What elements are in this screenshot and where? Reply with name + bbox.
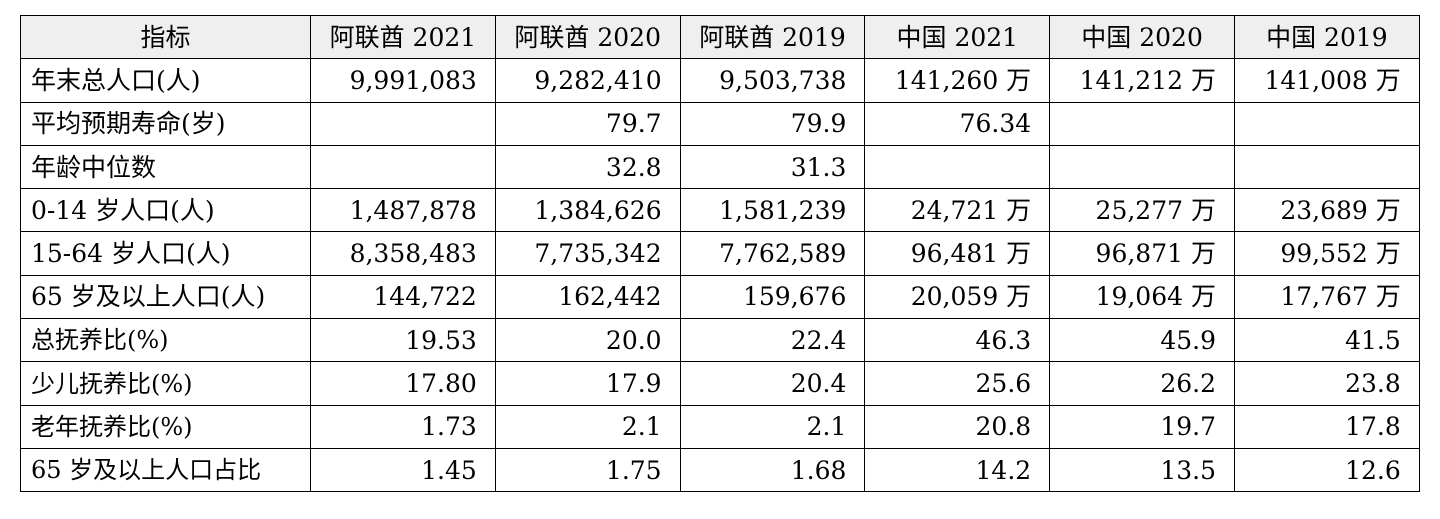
cell-uae-2020: 20.0: [494, 318, 681, 363]
cell-uae-2020: 7,735,342: [494, 231, 681, 276]
table-body: 年末总人口(人) 9,991,083 9,282,410 9,503,738 141,2…: [20, 58, 1420, 493]
table-row: 15-64 岁人口(人) 8,358,483 7,735,342 7,762,589 9…: [20, 231, 1420, 276]
cell-china-2021: 20,059 万: [864, 274, 1051, 320]
cell-uae-2019: 79.9: [679, 101, 866, 146]
cell-uae-2019: 9,503,738: [679, 58, 866, 103]
cell-uae-2019: 1.68: [679, 447, 866, 493]
row-label: 老年抚养比(%): [20, 404, 311, 449]
cell-uae-2021: [310, 101, 496, 146]
cell-china-2020: 26.2: [1049, 361, 1235, 406]
cell-uae-2021: [310, 144, 496, 190]
cell-uae-2020: 9,282,410: [494, 58, 681, 103]
cell-uae-2021: 17.80: [310, 361, 496, 406]
cell-uae-2019: 159,676: [679, 274, 866, 320]
row-label: 总抚养比(%): [20, 318, 311, 363]
row-label: 平均预期寿命(岁): [20, 101, 311, 146]
table-row: 65 岁及以上人口(人) 144,722 162,442 159,676 20,059 …: [20, 274, 1420, 320]
cell-china-2021: 20.8: [864, 404, 1051, 449]
row-label: 年末总人口(人): [20, 58, 311, 103]
cell-uae-2020: 2.1: [494, 404, 681, 449]
cell-china-2020: [1049, 101, 1235, 146]
header-indicator: 指标: [20, 14, 311, 60]
row-label: 少儿抚养比(%): [20, 361, 311, 406]
cell-uae-2021: 1.73: [310, 404, 496, 449]
cell-uae-2021: 9,991,083: [310, 58, 496, 103]
cell-china-2021: 96,481 万: [864, 231, 1051, 276]
header-china-2019: 中国 2019: [1233, 14, 1420, 60]
cell-china-2019: [1233, 144, 1420, 190]
cell-china-2021: 46.3: [864, 318, 1051, 363]
cell-uae-2019: 7,762,589: [679, 231, 866, 276]
header-uae-2020: 阿联酋 2020: [494, 14, 681, 60]
cell-uae-2020: 79.7: [494, 101, 681, 146]
cell-china-2020: 19,064 万: [1049, 274, 1235, 320]
table-row: 0-14 岁人口(人) 1,487,878 1,384,626 1,581,239 24…: [20, 188, 1420, 233]
cell-uae-2021: 8,358,483: [310, 231, 496, 276]
cell-china-2020: 25,277 万: [1049, 188, 1235, 233]
cell-china-2019: 17.8: [1233, 404, 1420, 449]
cell-china-2020: 19.7: [1049, 404, 1235, 449]
cell-china-2019: 41.5: [1233, 318, 1420, 363]
row-label: 65 岁及以上人口(人): [20, 274, 311, 320]
row-label: 65 岁及以上人口占比: [20, 447, 311, 493]
row-label: 15-64 岁人口(人): [20, 231, 311, 276]
cell-uae-2020: 1,384,626: [494, 188, 681, 233]
table-row: 年末总人口(人) 9,991,083 9,282,410 9,503,738 141,2…: [20, 58, 1420, 103]
cell-uae-2020: 162,442: [494, 274, 681, 320]
cell-china-2019: 12.6: [1233, 447, 1420, 493]
cell-china-2019: 23,689 万: [1233, 188, 1420, 233]
cell-china-2019: 99,552 万: [1233, 231, 1420, 276]
cell-uae-2019: 2.1: [679, 404, 866, 449]
cell-china-2021: 25.6: [864, 361, 1051, 406]
cell-china-2019: [1233, 101, 1420, 146]
table-row: 总抚养比(%) 19.53 20.0 22.4 46.3 45.9 41.5: [20, 318, 1420, 363]
header-china-2020: 中国 2020: [1049, 14, 1235, 60]
cell-china-2019: 23.8: [1233, 361, 1420, 406]
cell-uae-2021: 1,487,878: [310, 188, 496, 233]
cell-uae-2021: 1.45: [310, 447, 496, 493]
cell-china-2019: 141,008 万: [1233, 58, 1420, 103]
table-header: 指标 阿联酋 2021 阿联酋 2020 阿联酋 2019 中国 2021 中国…: [20, 14, 1420, 60]
table-row: 老年抚养比(%) 1.73 2.1 2.1 20.8 19.7 17.8: [20, 404, 1420, 449]
cell-china-2021: [864, 144, 1051, 190]
row-label: 年龄中位数: [20, 144, 311, 190]
cell-uae-2019: 20.4: [679, 361, 866, 406]
header-row: 指标 阿联酋 2021 阿联酋 2020 阿联酋 2019 中国 2021 中国…: [20, 14, 1420, 60]
cell-china-2021: 14.2: [864, 447, 1051, 493]
table-row: 平均预期寿命(岁) 79.7 79.9 76.34: [20, 101, 1420, 146]
header-china-2021: 中国 2021: [864, 14, 1051, 60]
cell-uae-2021: 144,722: [310, 274, 496, 320]
table-row: 年龄中位数 32.8 31.3: [20, 144, 1420, 190]
cell-uae-2019: 31.3: [679, 144, 866, 190]
cell-china-2020: 45.9: [1049, 318, 1235, 363]
cell-china-2020: [1049, 144, 1235, 190]
population-comparison-table: 指标 阿联酋 2021 阿联酋 2020 阿联酋 2019 中国 2021 中国…: [20, 14, 1420, 493]
table-row: 65 岁及以上人口占比 1.45 1.75 1.68 14.2 13.5 12.6: [20, 447, 1420, 493]
cell-uae-2020: 1.75: [494, 447, 681, 493]
cell-china-2019: 17,767 万: [1233, 274, 1420, 320]
cell-china-2021: 141,260 万: [864, 58, 1051, 103]
cell-uae-2020: 17.9: [494, 361, 681, 406]
cell-uae-2019: 1,581,239: [679, 188, 866, 233]
cell-uae-2020: 32.8: [494, 144, 681, 190]
header-uae-2019: 阿联酋 2019: [679, 14, 866, 60]
cell-uae-2019: 22.4: [679, 318, 866, 363]
cell-china-2021: 76.34: [864, 101, 1051, 146]
cell-uae-2021: 19.53: [310, 318, 496, 363]
population-comparison-table-container: 指标 阿联酋 2021 阿联酋 2020 阿联酋 2019 中国 2021 中国…: [20, 14, 1420, 493]
row-label: 0-14 岁人口(人): [20, 188, 311, 233]
cell-china-2021: 24,721 万: [864, 188, 1051, 233]
table-row: 少儿抚养比(%) 17.80 17.9 20.4 25.6 26.2 23.8: [20, 361, 1420, 406]
cell-china-2020: 13.5: [1049, 447, 1235, 493]
cell-china-2020: 96,871 万: [1049, 231, 1235, 276]
header-uae-2021: 阿联酋 2021: [310, 14, 496, 60]
cell-china-2020: 141,212 万: [1049, 58, 1235, 103]
